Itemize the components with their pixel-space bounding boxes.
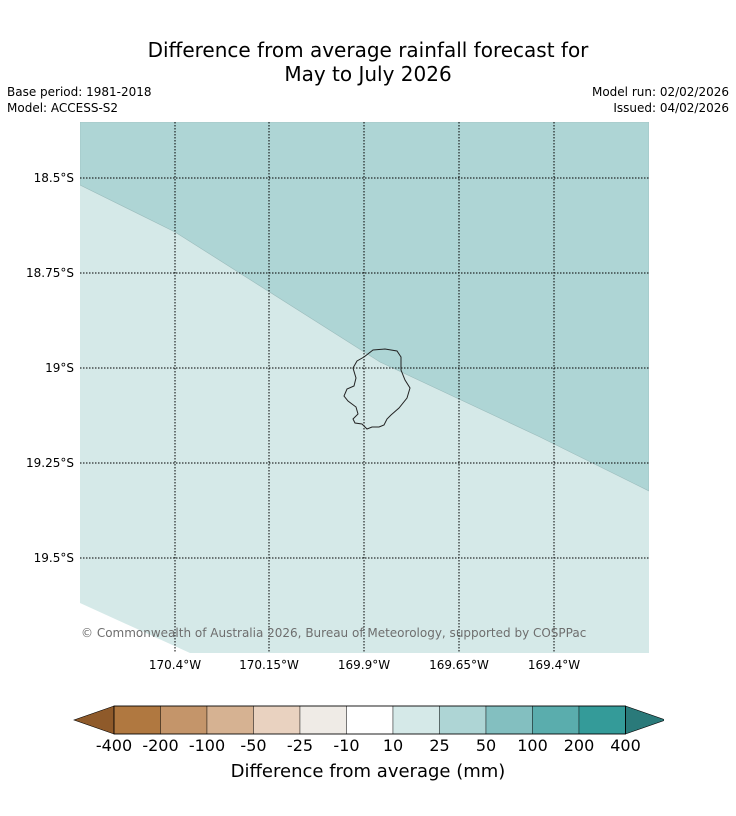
colorbar-bin-7 xyxy=(392,705,440,735)
colorbar xyxy=(72,704,667,740)
colorbar-tick-3: -100 xyxy=(188,736,226,755)
lat-label-3: 19°S xyxy=(45,361,74,375)
lon-label-1: 170.4°W xyxy=(148,658,202,672)
niue-island-outline xyxy=(343,348,411,430)
colorbar-bin-11 xyxy=(578,705,626,735)
colorbar-bin-3 xyxy=(206,705,254,735)
colorbar-under-arrow xyxy=(73,705,115,735)
forecast-region-no-data xyxy=(80,603,190,653)
issued-text: Issued: 04/02/2026 xyxy=(613,101,729,115)
colorbar-tick-2: -200 xyxy=(142,736,179,755)
meta-right: Model run: 02/02/2026 Issued: 04/02/2026 xyxy=(592,84,729,116)
lon-label-5: 169.4°W xyxy=(527,658,581,672)
colorbar-bin-4 xyxy=(253,705,301,735)
graticule xyxy=(80,122,649,653)
title-line-1: Difference from average rainfall forecas… xyxy=(147,38,589,62)
colorbar-tick-6: -10 xyxy=(333,736,360,755)
colorbar-bin-9 xyxy=(485,705,533,735)
meta-left: Base period: 1981-2018 Model: ACCESS-S2 xyxy=(7,84,152,116)
colorbar-svg xyxy=(73,705,667,735)
lat-label-4: 19.25°S xyxy=(26,456,74,470)
chart-title: Difference from average rainfall forecas… xyxy=(0,38,736,86)
colorbar-over-arrow xyxy=(625,705,667,735)
lon-label-3: 169.9°W xyxy=(337,658,391,672)
lon-label-4: 169.65°W xyxy=(429,658,489,672)
colorbar-bin-2 xyxy=(160,705,208,735)
lat-label-2: 18.75°S xyxy=(26,266,74,280)
title-line-2: May to July 2026 xyxy=(284,62,452,86)
colorbar-tick-8: 25 xyxy=(429,736,450,755)
colorbar-bin-6 xyxy=(346,705,394,735)
colorbar-tick-10: 100 xyxy=(517,736,548,755)
model-text: Model: ACCESS-S2 xyxy=(7,101,119,115)
colorbar-tick-9: 50 xyxy=(475,736,497,755)
copyright-text: © Commonwealth of Australia 2026, Bureau… xyxy=(81,626,587,640)
colorbar-bin-1 xyxy=(113,705,161,735)
colorbar-tick-1: -400 xyxy=(95,736,133,755)
colorbar-tick-5: -25 xyxy=(286,736,314,755)
lon-label-2: 170.15°W xyxy=(239,658,299,672)
lat-label-5: 19.5°S xyxy=(33,551,74,565)
colorbar-bin-10 xyxy=(532,705,580,735)
colorbar-label: Difference from average (mm) xyxy=(230,761,506,782)
base-period-text: Base period: 1981-2018 xyxy=(7,85,152,99)
map-panel: © Commonwealth of Australia 2026, Bureau… xyxy=(80,122,649,653)
colorbar-bin-8 xyxy=(439,705,487,735)
lat-label-1: 18.5°S xyxy=(33,171,74,185)
colorbar-tick-12: 400 xyxy=(610,736,641,755)
model-run-text: Model run: 02/02/2026 xyxy=(591,85,729,99)
colorbar-tick-11: 200 xyxy=(563,736,595,755)
colorbar-tick-4: -50 xyxy=(240,736,267,755)
colorbar-bin-5 xyxy=(299,705,347,735)
map-svg xyxy=(80,122,649,653)
colorbar-outline xyxy=(113,705,626,735)
colorbar-tick-7: 10 xyxy=(382,736,404,755)
